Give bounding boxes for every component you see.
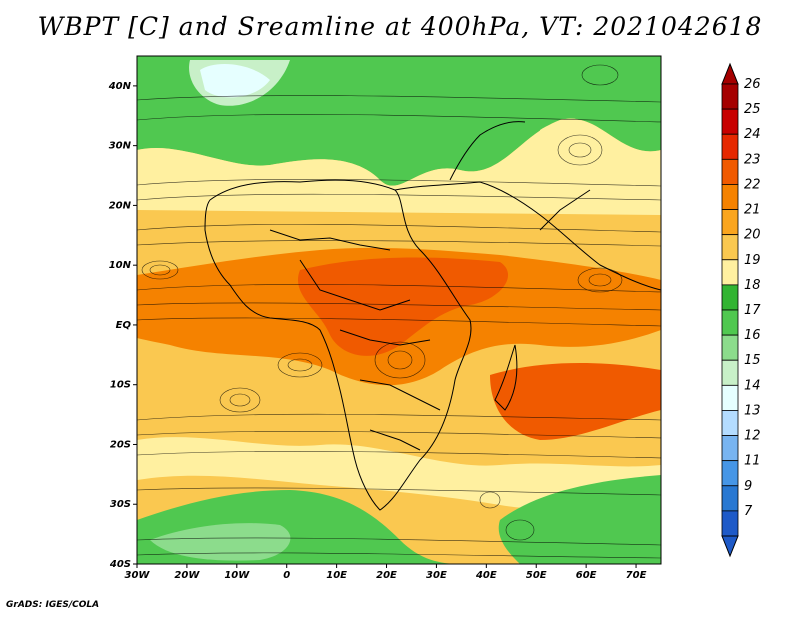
- colorbar-label: 26: [744, 77, 761, 92]
- coastlines: [204, 121, 661, 511]
- colorbar-top-arrow: [721, 62, 739, 85]
- colorbar-label: 7: [744, 504, 753, 519]
- colorbar-swatch: [721, 485, 739, 512]
- lon-tick-label: 60E: [576, 570, 597, 581]
- colorbar-label: 14: [744, 378, 761, 393]
- lon-tick-label: 40E: [475, 570, 497, 581]
- colorbar-swatch: [721, 510, 739, 537]
- lat-tick-label: 40S: [109, 559, 131, 570]
- map-title: WBPT [C] and Sreamline at 400hPa, VT: 20…: [37, 12, 763, 41]
- colorbar-label: 15: [744, 353, 761, 368]
- north-pale-yellow-band: [137, 118, 661, 215]
- colorbar-label: 17: [744, 303, 761, 318]
- lat-tick-label: 20N: [109, 200, 132, 211]
- colorbar-label: 19: [744, 253, 761, 268]
- lon-tick-label: 20E: [376, 570, 397, 581]
- colorbar-label: 22: [744, 177, 761, 192]
- colorbar-swatch: [721, 234, 739, 261]
- colorbar-swatch: [721, 435, 739, 462]
- colorbar-label: 9: [744, 479, 752, 494]
- colorbar-swatch: [721, 384, 739, 411]
- colorbar-swatch: [721, 460, 739, 487]
- colorbar-label: 24: [744, 127, 761, 142]
- colorbar-label: 16: [744, 328, 761, 343]
- lon-tick-label: 10W: [224, 570, 250, 581]
- colorbar-swatch: [721, 359, 739, 386]
- map-plot: [137, 56, 661, 564]
- lat-tick-label: 30N: [109, 141, 132, 152]
- colorbar-label: 25: [744, 102, 761, 117]
- colorbar-label: 11: [744, 454, 761, 469]
- lon-tick-label: 50E: [526, 570, 547, 581]
- lat-tick-label: 10N: [109, 260, 132, 271]
- southern-hot-band: [490, 363, 661, 440]
- streamlines: [137, 64, 661, 559]
- latitude-axis: 40N 30N 20N 10N EQ 10S 20S 30S 40S: [108, 81, 137, 570]
- colorbar-swatch: [721, 259, 739, 286]
- south-east-cool-region: [498, 475, 661, 564]
- colorbar: 26 25 24 23 22 21 20 19 18 17 16 15 14 13 12 11 9 7: [721, 62, 761, 558]
- north-ice-region: [200, 64, 270, 98]
- lon-tick-label: 0: [283, 570, 290, 581]
- colorbar-swatch: [721, 158, 739, 185]
- longitude-axis: 30W 20W 10W 0 10E 20E 30E 40E 50E 60E 70E: [125, 564, 647, 581]
- south-pale-green: [150, 523, 291, 561]
- colorbar-swatch: [721, 83, 739, 110]
- colorbar-label: 23: [744, 152, 761, 167]
- lon-tick-label: 20W: [174, 570, 200, 581]
- lon-tick-label: 70E: [626, 570, 647, 581]
- tropical-hot-core: [297, 257, 509, 356]
- lat-tick-label: 40N: [108, 81, 132, 92]
- colorbar-swatch: [721, 410, 739, 436]
- lon-tick-label: 30E: [426, 570, 447, 581]
- lat-tick-label: EQ: [116, 320, 132, 331]
- lon-tick-label: 10E: [326, 570, 347, 581]
- colorbar-swatch: [721, 184, 739, 210]
- colorbar-swatch: [721, 108, 739, 135]
- colorbar-label: 20: [744, 228, 761, 243]
- colorbar-swatch: [721, 334, 739, 361]
- colorbar-label: 12: [744, 429, 761, 444]
- colorbar-swatch: [721, 133, 739, 160]
- credit-label: GrADS: IGES/COLA: [6, 600, 100, 610]
- lat-tick-label: 20S: [110, 439, 131, 450]
- lat-tick-label: 10S: [110, 380, 131, 391]
- southern-pale-band: [137, 437, 661, 510]
- colorbar-label: 18: [744, 278, 761, 293]
- colorbar-swatch: [721, 209, 739, 236]
- colorbar-label: 13: [744, 403, 761, 418]
- colorbar-bottom-arrow: [721, 535, 739, 558]
- lat-tick-label: 30S: [110, 499, 131, 510]
- colorbar-swatch: [721, 284, 739, 311]
- plot-frame: [136, 55, 662, 565]
- colorbar-label: 21: [744, 203, 761, 218]
- colorbar-swatch: [721, 309, 739, 336]
- lon-tick-label: 30W: [125, 570, 151, 581]
